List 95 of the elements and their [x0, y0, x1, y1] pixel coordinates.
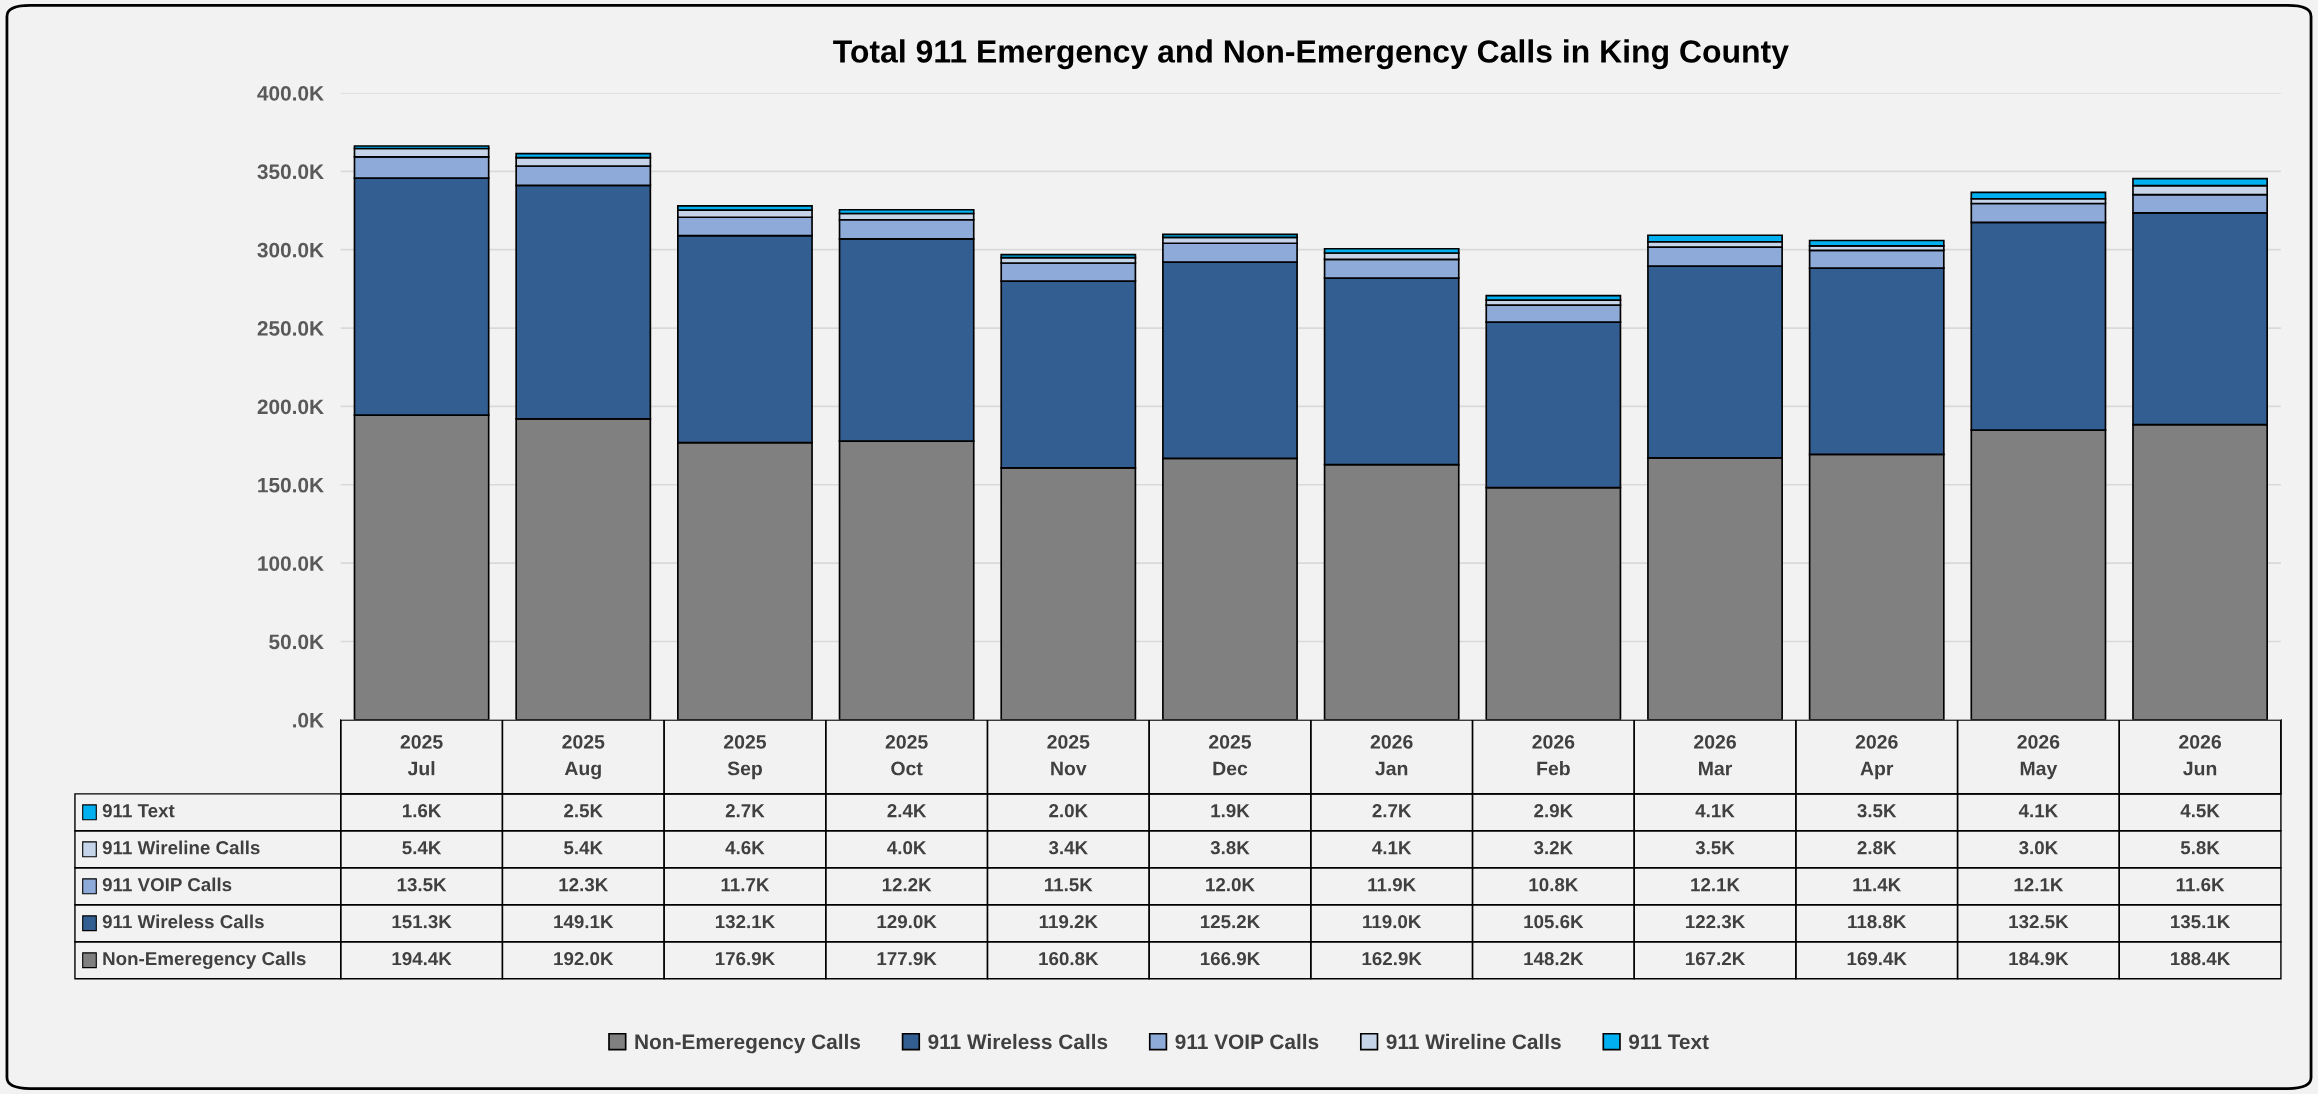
text: 911 Text [1629, 1034, 1709, 1050]
data-label: 118.8K [1848, 915, 1907, 929]
data-label: 5.4K [564, 841, 603, 855]
data-label: 169.4K [1847, 952, 1907, 966]
data-label: 188.4K [2171, 952, 2231, 966]
data-label: 12.3K [559, 878, 609, 892]
data-label: 119.0K [1363, 915, 1422, 929]
data-label: 166.9K [1200, 952, 1261, 966]
data-label: 160.8K [1039, 952, 1099, 966]
y-tick-label: 100.0K [258, 556, 324, 571]
data-label: 10.8K [1529, 878, 1579, 892]
bar [1485, 294, 1622, 302]
data-label: 151.3K [392, 915, 452, 929]
x-tick-label: 2026 Mar [1694, 735, 1736, 776]
y-tick-label: 300.0K [257, 242, 324, 258]
text: Non-Emeregency Calls [635, 1033, 861, 1054]
y-tick-label: 50.0K [269, 634, 324, 650]
data-label: 4.1K [2018, 804, 2059, 818]
data-label: 4.6K [725, 841, 765, 855]
bar [1970, 191, 2107, 200]
data-label: 119.2K [1039, 915, 1098, 929]
text: 911 VOIP Calls [1175, 1033, 1319, 1050]
data-label: 132.1K [715, 915, 776, 929]
data-label: 125.2K [1200, 915, 1261, 929]
data-label: 129.0K [877, 915, 937, 929]
data-label: 177.9K [877, 952, 937, 966]
x-tick-label: 2025 Oct [885, 735, 928, 776]
data-label: 13.5K [397, 878, 447, 892]
data-label: 1.6K [402, 804, 442, 818]
data-label: 176.9K [715, 952, 776, 966]
legend-label: Non-Emeregency Calls [103, 951, 306, 970]
data-label: 5.4K [402, 841, 442, 855]
data-label: 3.2K [1533, 841, 1573, 855]
data-label: 12.1K [2014, 878, 2064, 892]
data-label: 3.5K [1857, 804, 1897, 818]
x-tick-label: 2026 May [2017, 735, 2060, 780]
y-tick-label: 150.0K [258, 477, 324, 493]
legend-label: 911 Wireline Calls [102, 840, 260, 855]
text: 911 Wireline Calls [1386, 1033, 1561, 1050]
data-label: 122.3K [1685, 915, 1746, 929]
data-label: 184.9K [2009, 952, 2069, 966]
x-tick-label: 2025 Jul [400, 735, 443, 776]
data-label: 132.5K [2009, 915, 2069, 929]
data-label: 4.0K [887, 841, 927, 855]
x-tick-label: 2026 Jan [1370, 735, 1413, 776]
x-tick-label: 2025 Sep [724, 735, 767, 780]
y-tick-label: 400.0K [257, 85, 324, 101]
data-label: 149.1K [554, 915, 614, 929]
data-label: 135.1K [2171, 915, 2231, 929]
legend-label: 911 Text [102, 804, 175, 818]
x-tick-label: 2026 Jun [2179, 735, 2221, 776]
data-label: 162.9K [1362, 952, 1422, 966]
x-tick-label: 2025 Nov [1047, 735, 1090, 776]
y-tick-label: 350.0K [257, 164, 324, 180]
y-tick-label: 250.0K [257, 321, 324, 336]
data-label: 2.9K [1534, 804, 1573, 818]
x-tick-label: 2025 Aug [562, 734, 605, 780]
data-label: 2.4K [887, 804, 927, 818]
data-label: 11.5K [1044, 878, 1093, 892]
data-label: 3.5K [1695, 841, 1735, 855]
data-label: 2.8K [1857, 841, 1897, 855]
data-label: 2.5K [564, 804, 603, 818]
x-tick-label: 2026 Feb [1532, 735, 1575, 776]
y-tick-label: 200.0K [257, 399, 324, 415]
data-label: 194.4K [392, 952, 452, 966]
legend-label: 911 VOIP Calls [102, 877, 232, 892]
y-tick-label: .0K [293, 712, 324, 728]
data-label: 2.7K [1372, 804, 1412, 818]
data-label: 12.0K [1206, 878, 1255, 892]
data-label: 12.1K [1691, 878, 1740, 892]
data-label: 4.5K [2180, 804, 2220, 818]
bar [1808, 239, 1945, 247]
chart-title: Total 911 Emergency and Non-Emergency Calls in King County [833, 39, 1789, 70]
data-label: 3.0K [2019, 841, 2059, 855]
data-label: 11.6K [2176, 878, 2225, 892]
data-label: 4.1K [1372, 841, 1412, 855]
data-label: 3.4K [1048, 841, 1088, 855]
text: 911 Wireless Calls [928, 1033, 1108, 1050]
legend-label: 911 Wireless Calls [102, 914, 264, 929]
data-label: 2.7K [725, 804, 765, 818]
data-label: 4.1K [1695, 804, 1735, 818]
data-label: 11.4K [1853, 878, 1902, 892]
data-label: 11.9K [1368, 878, 1416, 892]
data-label: 167.2K [1685, 952, 1746, 966]
data-label: 148.2K [1524, 952, 1584, 966]
data-label: 11.7K [721, 878, 770, 892]
x-tick-label: 2026 Apr [1855, 735, 1898, 780]
data-label: 12.2K [882, 878, 932, 892]
data-label: 3.8K [1210, 841, 1250, 855]
x-tick-label: 2025 Dec [1209, 735, 1252, 776]
data-label: 192.0K [554, 952, 614, 966]
data-label: 2.0K [1049, 804, 1088, 818]
data-label: 1.9K [1211, 804, 1250, 818]
data-label: 105.6K [1524, 915, 1584, 929]
data-label: 5.8K [2180, 841, 2220, 855]
